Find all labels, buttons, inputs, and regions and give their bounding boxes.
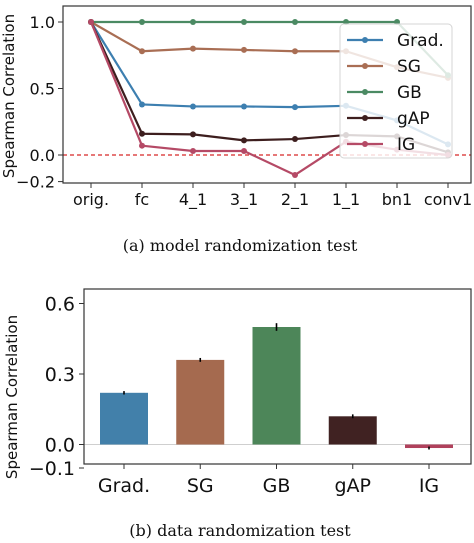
y-tick-label: 0.5	[30, 80, 55, 99]
x-tick-label: SG	[187, 475, 214, 497]
x-axis-ticks: orig. fc 4_1 3_1 2_1 1_1 bn1 conv1	[73, 183, 472, 210]
legend-box	[339, 23, 453, 159]
legend-swatch-marker	[362, 89, 368, 95]
legend-label: GB	[397, 83, 422, 103]
legend-label: gAP	[397, 109, 430, 129]
bar-sg	[176, 357, 225, 445]
legend-label: Grad.	[397, 31, 444, 51]
bar	[100, 392, 148, 445]
legend-swatch-marker	[362, 141, 368, 147]
x-tick-label: gAP	[334, 475, 371, 497]
legend-item: gAP	[347, 109, 430, 129]
x-tick-label: orig.	[73, 190, 109, 209]
bar-gb	[252, 323, 301, 445]
y-tick-label: −0.1	[29, 458, 75, 480]
x-axis-ticks: Grad. SG GB gAP IG	[98, 464, 439, 497]
legend-swatch-marker	[362, 37, 368, 43]
x-tick-label: 2_1	[281, 190, 309, 210]
y-axis-label: Spearman Correlation	[3, 315, 21, 479]
legend-swatch-marker	[362, 63, 368, 69]
legend: Grad. SG GB gAP IG	[339, 23, 453, 159]
data-point	[190, 45, 196, 52]
bar	[176, 359, 225, 445]
y-axis-label: Spearman Correlation	[0, 14, 18, 178]
data-point	[190, 131, 196, 138]
y-axis-ticks: 0.6 0.3 0.0−0.1	[29, 294, 84, 480]
data-point	[88, 19, 94, 25]
data-point	[241, 46, 247, 53]
series-line	[91, 20, 449, 76]
data-point	[190, 19, 196, 25]
data-point	[190, 148, 196, 155]
bar-ig	[405, 444, 453, 450]
data-point	[292, 19, 298, 25]
caption-a: (a) model randomization test	[123, 236, 358, 255]
data-point	[190, 103, 196, 110]
y-tick-label: −0.2	[16, 173, 55, 192]
bar	[328, 416, 377, 445]
data-point	[139, 48, 145, 55]
chart-model-randomization: 1.0 0.5 0.0 −0.2 orig. fc 4_1 3_1 2_1 1_1 bn1 conv…	[0, 5, 472, 255]
y-tick-label: 1.0	[30, 13, 55, 32]
bar-group	[100, 323, 453, 450]
data-point	[241, 19, 247, 25]
x-tick-label: 4_1	[179, 190, 207, 210]
plot-frame	[83, 288, 472, 465]
data-point	[241, 103, 247, 110]
x-tick-label: Grad.	[98, 475, 150, 497]
chart-data-randomization: 0.6 0.3 0.0−0.1 Grad. SG GB gAP IG Spearman Co…	[3, 288, 472, 540]
plot-frame	[62, 5, 472, 184]
x-tick-label: bn1	[382, 190, 412, 209]
y-tick-label: 0.6	[45, 294, 75, 316]
x-tick-label: 1_1	[332, 190, 360, 210]
bar	[405, 444, 453, 449]
data-point	[292, 104, 298, 111]
data-point	[292, 171, 298, 178]
data-point	[241, 148, 247, 155]
legend-label: SG	[397, 57, 421, 77]
caption-b: (b) data randomization test	[129, 521, 351, 540]
legend-swatch-marker	[362, 115, 368, 121]
data-point	[292, 136, 298, 143]
x-tick-label: 3_1	[230, 190, 258, 210]
legend-item: GB	[347, 83, 422, 103]
legend-item: Grad.	[347, 31, 444, 51]
x-tick-label: IG	[419, 475, 439, 497]
x-tick-label: conv1	[424, 190, 472, 209]
data-point	[292, 48, 298, 55]
bar-grad	[100, 391, 148, 445]
bar-gap	[328, 414, 377, 445]
y-tick-label: 0.0	[45, 435, 75, 457]
y-tick-label: 0.0	[30, 146, 55, 165]
data-point	[139, 130, 145, 137]
legend-item: SG	[347, 57, 421, 77]
y-tick-label: 0.3	[45, 364, 75, 386]
data-point	[241, 137, 247, 144]
legend-item: IG	[347, 135, 415, 155]
bar	[252, 327, 301, 445]
data-point	[139, 101, 145, 108]
data-point	[139, 19, 145, 25]
y-axis-ticks: 1.0 0.5 0.0 −0.2	[16, 13, 63, 192]
data-point	[139, 142, 145, 149]
x-tick-label: fc	[135, 190, 149, 209]
x-tick-label: GB	[263, 475, 291, 497]
legend-label: IG	[397, 135, 415, 155]
